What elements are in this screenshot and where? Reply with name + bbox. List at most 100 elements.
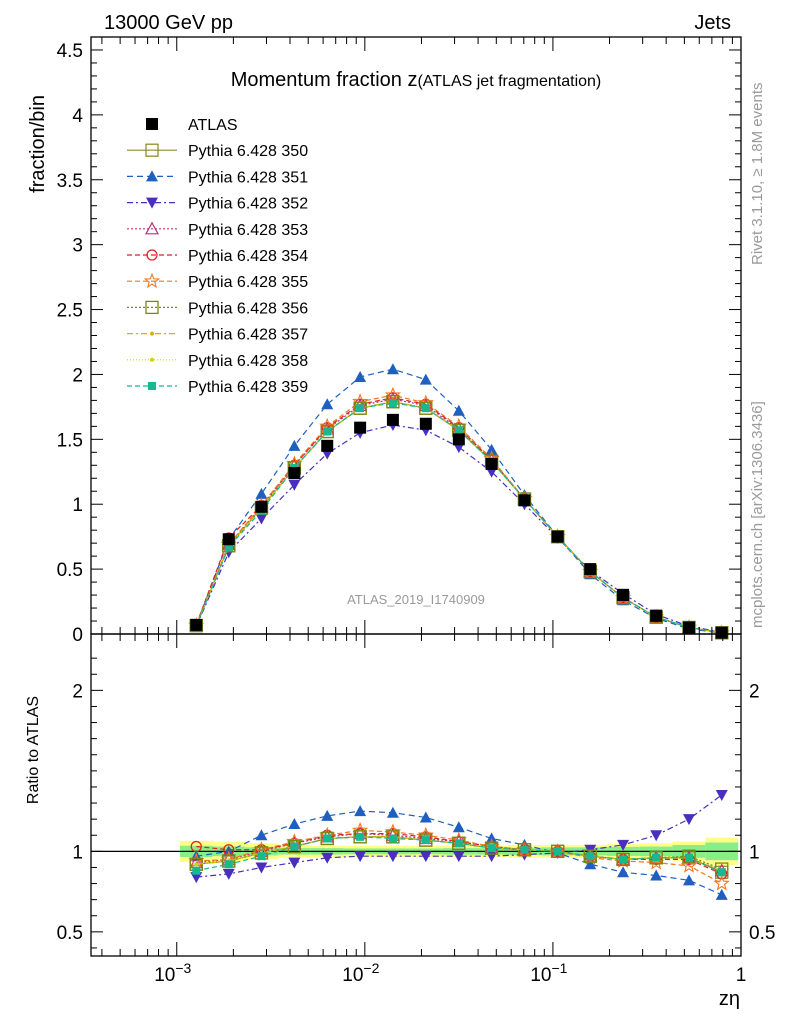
legend-marker — [148, 382, 156, 390]
atlas-data-point — [386, 413, 399, 426]
ratio-series-point — [648, 854, 665, 870]
main-y-tick-label: 2 — [72, 365, 83, 386]
main-series-point — [354, 371, 367, 383]
legend-item: Pythia 6.428 355 — [127, 272, 308, 291]
main-series-line — [195, 424, 722, 633]
legend-label: Pythia 6.428 356 — [188, 300, 308, 317]
ratio-y-tick-label: 1 — [72, 842, 83, 863]
x-tick-label: 10−1 — [530, 960, 567, 986]
legend-marker — [146, 170, 158, 182]
legend-marker — [144, 221, 160, 235]
main-y-tick-label: 0 — [72, 625, 83, 646]
ratio-series-point — [255, 862, 268, 874]
legend-label: Pythia 6.428 357 — [188, 327, 308, 344]
legend-item: Pythia 6.428 350 — [127, 143, 308, 160]
ratio-series-point — [190, 872, 203, 884]
main-y-tick-label: 3.5 — [57, 171, 83, 192]
legend-item: Pythia 6.428 351 — [127, 169, 308, 186]
main-series-point — [452, 404, 465, 416]
ratio-y-tick-label: 2 — [72, 681, 83, 702]
ratio-series-point — [487, 844, 496, 853]
legend-item: Pythia 6.428 359 — [127, 379, 308, 396]
main-series-point — [323, 427, 332, 436]
ratio-series-point — [386, 806, 399, 818]
atlas-data-point — [419, 417, 432, 430]
ratio-series-point — [584, 858, 597, 870]
legend-item: ATLAS — [146, 117, 238, 134]
legend-label: Pythia 6.428 351 — [188, 169, 308, 186]
legend-marker — [146, 118, 158, 130]
legend-label: ATLAS — [188, 117, 238, 134]
legend-label: Pythia 6.428 350 — [188, 143, 308, 160]
ratio-series-point — [224, 860, 233, 869]
main-y-tick-label: 1.5 — [57, 430, 83, 451]
x-tick-label: 10−2 — [342, 960, 379, 986]
header-left: 13000 GeV pp — [104, 12, 233, 34]
ratio-series-point — [421, 836, 430, 845]
main-series-point — [288, 439, 301, 451]
ratio-series-point — [257, 852, 266, 861]
ratio-y-tick-label-right: 2 — [749, 681, 760, 702]
atlas-data-point — [354, 421, 367, 434]
legend-item: Pythia 6.428 356 — [127, 300, 308, 317]
legend-label: Pythia 6.428 359 — [188, 379, 308, 396]
main-series-point — [255, 513, 268, 525]
ratio-plot-frame — [90, 633, 742, 957]
ratio-series-point — [222, 868, 235, 880]
atlas-data-series — [190, 413, 728, 639]
atlas-data-point — [452, 433, 465, 446]
ratio-y-tick-label-right: 0.5 — [749, 923, 775, 944]
ratio-series-point — [617, 866, 630, 878]
main-y-tick-label: 4 — [72, 106, 83, 127]
main-series-point — [321, 398, 334, 410]
ratio-series-point — [323, 834, 332, 843]
ratio-y-tick-label: 0.5 — [57, 923, 83, 944]
ratio-series-point — [619, 855, 628, 864]
atlas-data-point — [650, 609, 663, 622]
atlas-data-point — [617, 589, 630, 602]
ratio-series-point — [354, 805, 367, 817]
chart-title-main: Momentum fraction z — [231, 69, 418, 91]
ratio-series-point — [287, 839, 302, 854]
main-series-point — [419, 373, 432, 385]
atlas-data-point — [255, 500, 268, 513]
ratio-series-point — [586, 852, 595, 861]
legend-marker — [146, 197, 158, 209]
main-series-point — [353, 401, 367, 415]
legend-label: Pythia 6.428 354 — [188, 248, 308, 265]
ratio-series-point — [652, 853, 661, 862]
legend-item: Pythia 6.428 358 — [127, 353, 308, 370]
ratio-series-point — [713, 874, 730, 891]
ratio-series-point — [684, 853, 693, 862]
ratio-series-point — [520, 845, 529, 854]
main-y-tick-label: 3 — [72, 236, 83, 257]
atlas-data-point — [222, 533, 235, 546]
main-series-point — [419, 401, 433, 415]
main-series-point — [320, 424, 334, 439]
ratio-series-point — [682, 874, 695, 886]
ratio-series-point — [485, 832, 498, 844]
atlas-data-point — [551, 530, 564, 543]
ratio-series-point — [388, 834, 397, 843]
main-y-tick-label: 0.5 — [57, 560, 83, 581]
atlas-data-point — [518, 494, 531, 507]
main-series-point — [224, 543, 233, 552]
atlas-data-point — [584, 563, 597, 576]
ratio-series-point — [682, 814, 695, 826]
legend-marker — [146, 249, 158, 261]
legend-marker — [150, 357, 154, 362]
x-tick-label: 1 — [736, 965, 747, 986]
ratio-series-point — [321, 852, 334, 864]
legend-label: Pythia 6.428 355 — [188, 274, 308, 291]
ratio-series-359 — [192, 832, 726, 877]
ratio-series-point — [680, 857, 698, 873]
header-right: Jets — [694, 12, 731, 34]
ratio-series-point — [617, 839, 630, 851]
ratio-series-point — [354, 851, 367, 863]
ratio-series-point — [452, 821, 465, 833]
ratio-series-line — [196, 794, 723, 878]
ratio-y-tick-label-right: 1 — [749, 842, 760, 863]
chart-title-sub: (ATLAS jet fragmentation) — [417, 73, 601, 90]
ratio-series-point — [386, 830, 400, 844]
main-y-tick-label: 4.5 — [57, 41, 83, 62]
